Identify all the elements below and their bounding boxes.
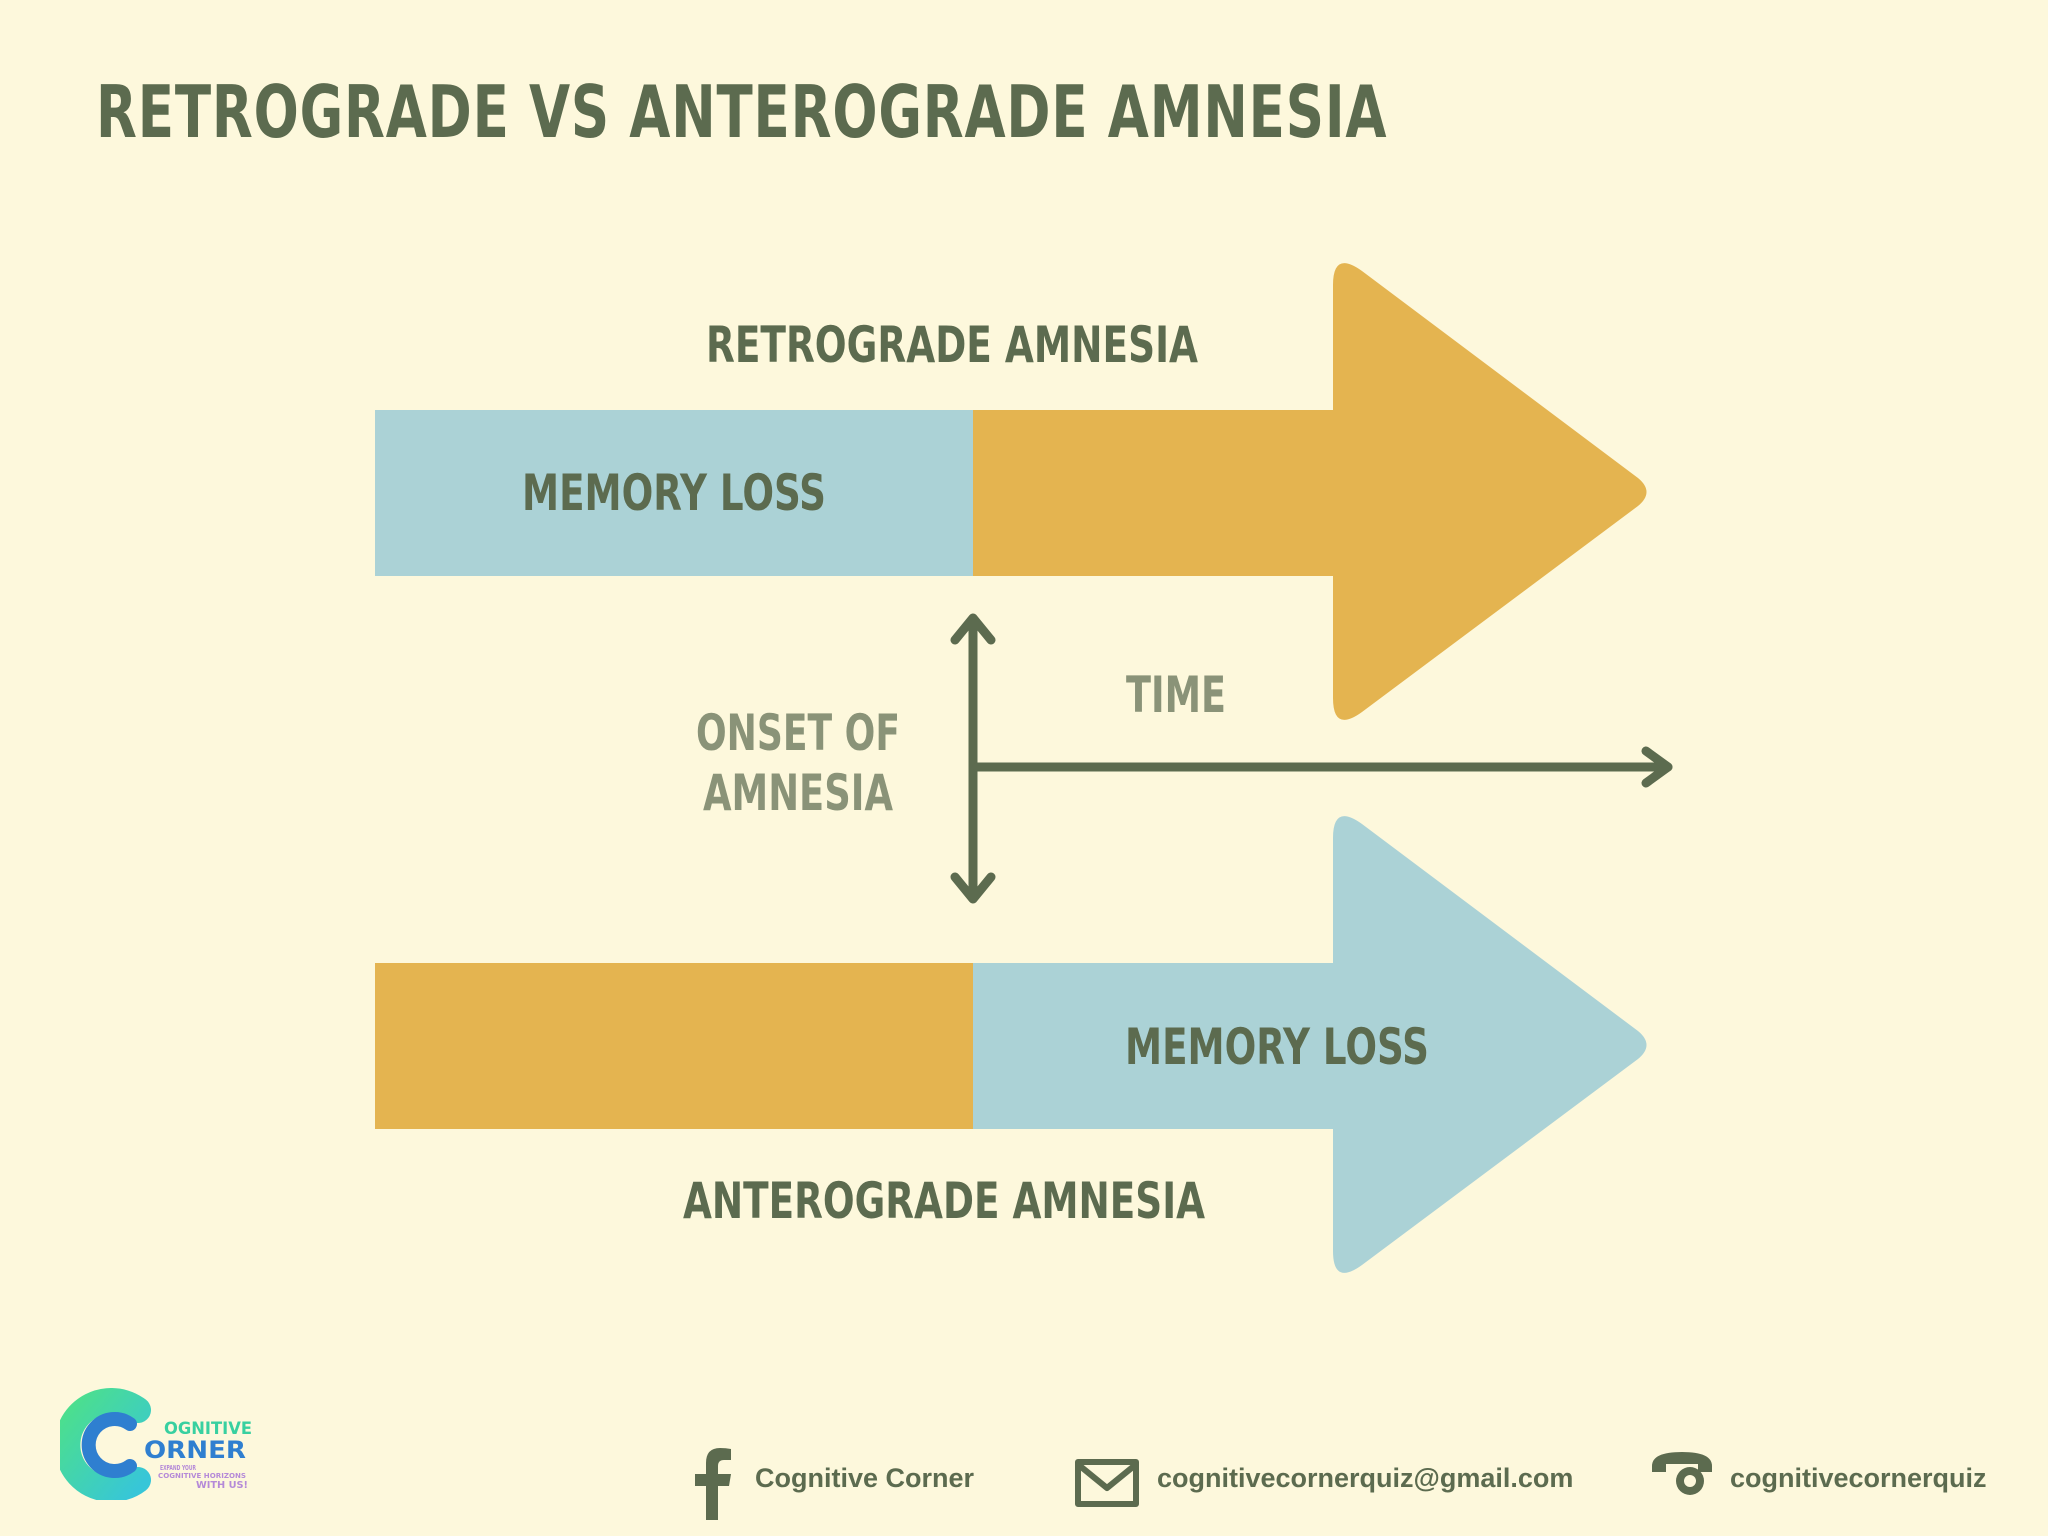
onset-label-line2: AMNESIA bbox=[703, 764, 893, 822]
anterograde-arrow: MEMORY LOSS ANTEROGRADE AMNESIA bbox=[375, 816, 1647, 1273]
phone-link[interactable]: cognitivecornerquiz bbox=[1730, 1463, 1987, 1493]
anterograde-normal-segment bbox=[375, 963, 973, 1129]
time-label: TIME bbox=[1126, 666, 1226, 724]
retrograde-normal-segment bbox=[973, 263, 1647, 720]
logo-line1: OGNITIVE bbox=[164, 1419, 252, 1439]
facebook-link[interactable]: Cognitive Corner bbox=[755, 1463, 975, 1493]
facebook-icon[interactable] bbox=[692, 1448, 732, 1520]
logo-tagline3: WITH US! bbox=[196, 1480, 248, 1491]
retrograde-arrow: MEMORY LOSS RETROGRADE AMNESIA bbox=[375, 263, 1647, 720]
logo-line2: ORNER bbox=[144, 1436, 246, 1464]
onset-label-line1: ONSET OF bbox=[696, 704, 900, 762]
anterograde-memory-loss-segment bbox=[973, 816, 1647, 1273]
retrograde-label: RETROGRADE AMNESIA bbox=[706, 316, 1198, 374]
cognitive-corner-logo: OGNITIVE ORNER EXPAND YOUR COGNITIVE HOR… bbox=[60, 1388, 252, 1500]
anterograde-label: ANTEROGRADE AMNESIA bbox=[683, 1172, 1205, 1230]
phone-icon[interactable] bbox=[1650, 1448, 1714, 1498]
logo-tagline2: COGNITIVE HORIZONS bbox=[158, 1472, 246, 1480]
onset-marker bbox=[950, 613, 996, 904]
time-axis-arrow bbox=[972, 746, 1673, 788]
mail-icon[interactable] bbox=[1074, 1458, 1140, 1508]
page-title: RETROGRADE VS ANTEROGRADE AMNESIA bbox=[96, 70, 1388, 154]
retrograde-memory-loss-segment bbox=[375, 410, 973, 576]
anterograde-memory-loss-text: MEMORY LOSS bbox=[1125, 1018, 1429, 1076]
retrograde-memory-loss-text: MEMORY LOSS bbox=[522, 464, 826, 522]
logo-tagline1: EXPAND YOUR bbox=[160, 1464, 196, 1472]
email-link[interactable]: cognitivecornerquiz@gmail.com bbox=[1157, 1463, 1574, 1493]
